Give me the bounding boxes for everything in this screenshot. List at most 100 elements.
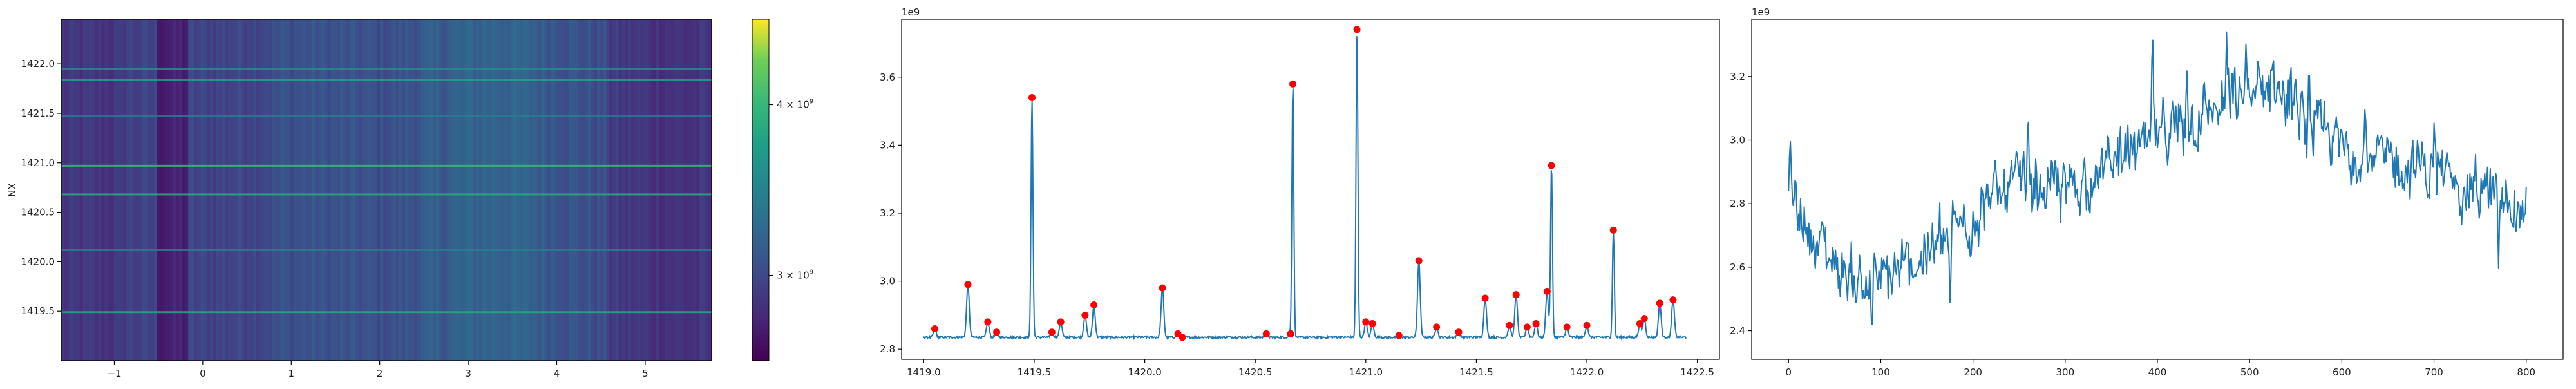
heatmap-column	[79, 19, 84, 361]
series-x-tick-label: 700	[2425, 366, 2443, 378]
heatmap-column	[392, 19, 397, 361]
heatmap-column	[61, 19, 65, 361]
heatmap-column	[169, 19, 173, 361]
heatmap-column	[256, 19, 260, 361]
heatmap-column	[560, 19, 564, 361]
heatmap-column	[262, 19, 267, 361]
spectrum-x-tick-label: 1421.5	[1459, 366, 1493, 378]
heatmap-column	[547, 19, 551, 361]
heatmap-column	[656, 19, 659, 361]
heatmap-column	[188, 19, 192, 361]
heatmap-bright-row	[61, 249, 712, 251]
spectrum-x-tick-label: 1420.0	[1128, 366, 1162, 378]
heatmap-column	[495, 19, 498, 361]
heatmap-column	[247, 19, 251, 361]
series-x-tick-label: 600	[2333, 366, 2351, 378]
heatmap-column	[334, 19, 337, 361]
heatmap-column	[274, 19, 279, 361]
heatmap-column	[600, 19, 604, 361]
heatmap-column	[460, 19, 464, 361]
heatmap-column	[587, 19, 592, 361]
heatmap-column	[618, 19, 623, 361]
heatmap-column	[343, 19, 347, 361]
heatmap-column	[402, 19, 406, 361]
series-frame	[1751, 19, 2564, 360]
heatmap-column	[404, 19, 409, 361]
spectrum-peak-marker	[1548, 162, 1555, 169]
heatmap-column	[469, 19, 474, 361]
heatmap-column	[308, 19, 313, 361]
spectrum-peak-marker	[931, 325, 938, 332]
heatmap-column	[683, 19, 688, 361]
heatmap-column	[250, 19, 254, 361]
heatmap-column	[296, 19, 300, 361]
heatmap-column	[522, 19, 527, 361]
heatmap-column	[86, 19, 90, 361]
heatmap-column	[67, 19, 71, 361]
heatmap-column	[625, 19, 629, 361]
heatmap-column	[287, 19, 291, 361]
heatmap-column	[687, 19, 690, 361]
heatmap-column	[535, 19, 539, 361]
heatmap-column	[708, 19, 712, 361]
heatmap-column	[101, 19, 105, 361]
heatmap-column	[160, 19, 164, 361]
heatmap-column	[582, 19, 585, 361]
spectrum-peak-marker	[1287, 330, 1294, 337]
colorbar: 3 × 109 4 × 109	[752, 19, 813, 361]
heatmap-column	[73, 19, 77, 361]
heatmap-column	[126, 19, 130, 361]
heatmap-column	[411, 19, 415, 361]
heatmap-bright-row	[61, 79, 712, 81]
heatmap-column	[178, 19, 183, 361]
spectrum-peak-marker	[964, 281, 972, 289]
spectrum-peak-marker	[1523, 323, 1531, 331]
series-x-tick-label: 0	[1785, 366, 1792, 378]
heatmap-column	[439, 19, 443, 361]
spectrum-peak-marker	[993, 328, 1001, 336]
spectrum-peak-marker	[1506, 321, 1513, 329]
heatmap-columns	[61, 19, 712, 361]
heatmap-column	[473, 19, 477, 361]
heatmap-column	[612, 19, 616, 361]
spectrum-peak-marker	[1583, 321, 1591, 329]
heatmap-column	[240, 19, 245, 361]
spectrum-peak-marker	[1353, 26, 1361, 33]
heatmap-column	[433, 19, 437, 361]
heatmap-column	[705, 19, 709, 361]
heatmap-column	[578, 19, 582, 361]
heatmap-column	[355, 19, 359, 361]
spectrum-peak-marker	[1057, 318, 1065, 326]
heatmap-column	[565, 19, 570, 361]
series-x-tick-label: 500	[2240, 366, 2259, 378]
heatmap-column	[553, 19, 558, 361]
spectrum-peak-marker	[1543, 287, 1551, 295]
heatmap-column	[70, 19, 74, 361]
spectrum-peak-marker	[1563, 323, 1571, 331]
heatmap-x-tick-label: 3	[465, 368, 471, 379]
spectrum-peak-marker	[1455, 328, 1463, 336]
heatmap-x-tick-label: −1	[107, 368, 121, 379]
heatmap-column	[135, 19, 139, 361]
spectrum-panel: 1419.0 1419.5 1420.0 1420.5 1421.0 1421.5 1422…	[880, 6, 1720, 378]
series-x-tick-label: 100	[1871, 366, 1890, 378]
spectrum-peak-marker	[1656, 299, 1663, 307]
heatmap-column	[643, 19, 647, 361]
heatmap-column	[606, 19, 610, 361]
heatmap-column	[327, 19, 332, 361]
heatmap-column	[556, 19, 560, 361]
heatmap-bright-rows	[61, 68, 712, 314]
heatmap-column	[315, 19, 319, 361]
heatmap-column	[129, 19, 133, 361]
series-x-tick-label: 400	[2148, 366, 2167, 378]
spectrum-x-tick-label: 1420.5	[1238, 366, 1273, 378]
heatmap-column	[467, 19, 471, 361]
heatmap-column	[185, 19, 189, 361]
heatmap-column	[702, 19, 706, 361]
spectrum-x-tick-label: 1422.0	[1570, 366, 1604, 378]
heatmap-column	[346, 19, 350, 361]
heatmap-column	[200, 19, 204, 361]
series-y-tick-label: 3.0	[1730, 135, 1745, 146]
heatmap-column	[225, 19, 229, 361]
spectrum-y-ticks: 2.8 3.0 3.2 3.4 3.6	[880, 71, 902, 355]
